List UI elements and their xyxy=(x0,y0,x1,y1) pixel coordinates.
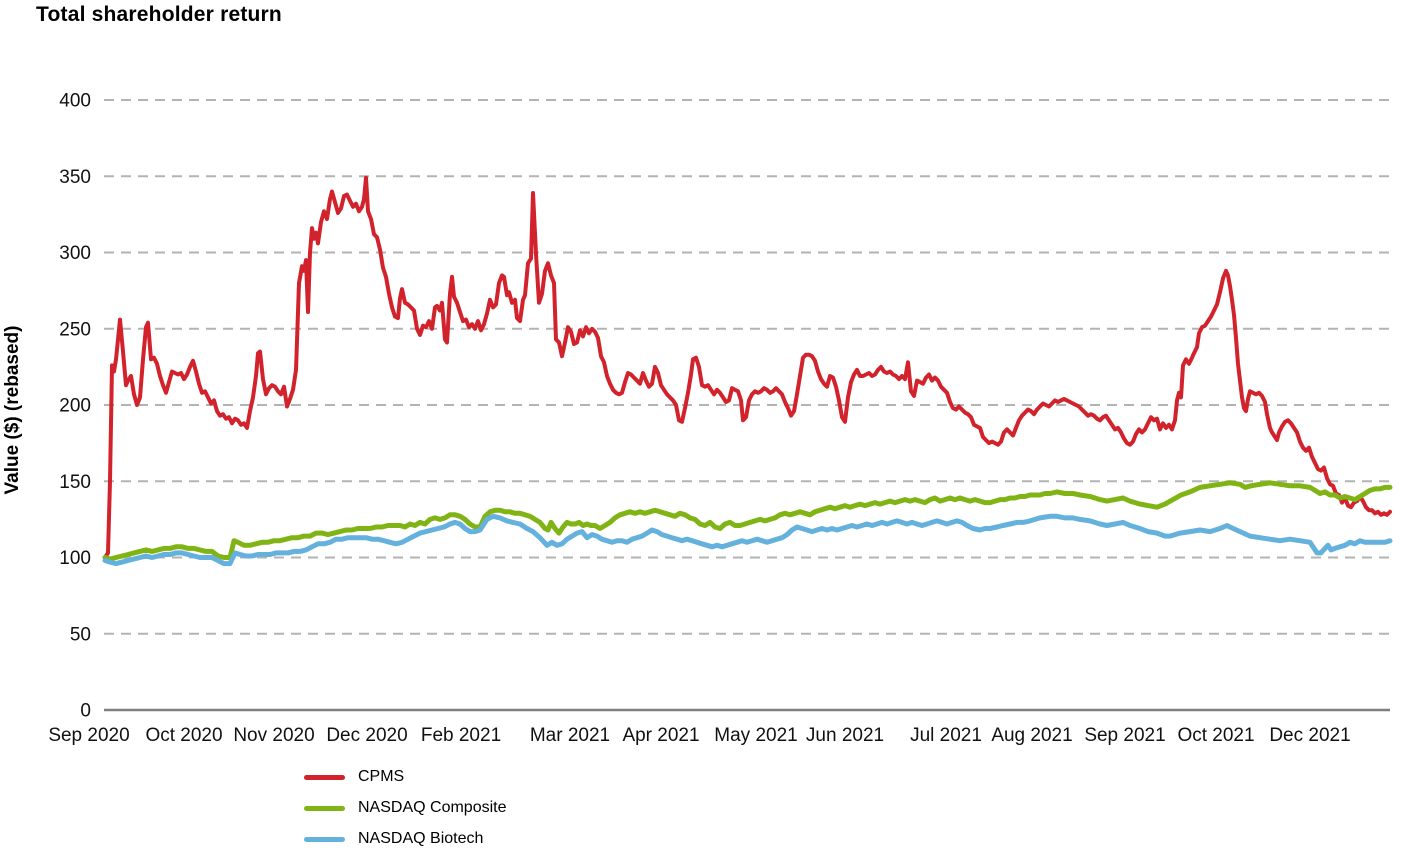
x-tick-label: Mar 2021 xyxy=(530,725,610,746)
series-line-nasdaq-composite xyxy=(102,480,1393,562)
y-tick-label: 150 xyxy=(59,472,91,493)
y-tick-label: 200 xyxy=(59,396,91,417)
x-tick-label: Sep 2020 xyxy=(48,725,129,746)
legend-swatch-nasdaq-composite xyxy=(304,805,345,811)
x-tick-label: Sep 2021 xyxy=(1084,725,1165,746)
legend-item-nasdaq-composite: NASDAQ Composite xyxy=(304,797,507,819)
legend-item-cpms: CPMS xyxy=(304,766,507,788)
y-tick-label: 100 xyxy=(59,548,91,569)
x-tick-label: Oct 2020 xyxy=(145,725,222,746)
legend-label-cpms: CPMS xyxy=(358,768,405,785)
y-tick-label: 0 xyxy=(80,701,91,722)
x-tick-label: Jul 2021 xyxy=(910,725,982,746)
x-tick-label: Oct 2021 xyxy=(1177,725,1254,746)
legend-label-nasdaq-biotech: NASDAQ Biotech xyxy=(358,830,484,847)
y-tick-label: 250 xyxy=(59,319,91,340)
x-tick-label: Apr 2021 xyxy=(622,725,699,746)
x-tick-label: Dec 2020 xyxy=(326,725,407,746)
x-tick-label: Nov 2020 xyxy=(233,725,314,746)
y-tick-label: 350 xyxy=(59,167,91,188)
series-line-cpms xyxy=(103,175,1392,560)
x-tick-label: Aug 2021 xyxy=(991,725,1072,746)
x-tick-label: Dec 2021 xyxy=(1269,725,1350,746)
legend-label-nasdaq-composite: NASDAQ Composite xyxy=(358,799,507,816)
page-title: Total shareholder return xyxy=(36,3,282,26)
y-tick-label: 50 xyxy=(70,624,91,645)
x-tick-label: Jun 2021 xyxy=(806,725,884,746)
legend-item-nasdaq-biotech: NASDAQ Biotech xyxy=(304,828,507,850)
legend-swatch-cpms xyxy=(304,774,345,780)
y-tick-label: 400 xyxy=(59,91,91,112)
x-tick-label: Feb 2021 xyxy=(421,725,501,746)
x-tick-label: May 2021 xyxy=(714,725,797,746)
chart-legend: CPMS NASDAQ Composite NASDAQ Biotech xyxy=(304,766,507,859)
legend-swatch-nasdaq-biotech xyxy=(304,836,345,842)
y-tick-label: 300 xyxy=(59,243,91,264)
series-line-nasdaq-biotech xyxy=(102,513,1393,567)
